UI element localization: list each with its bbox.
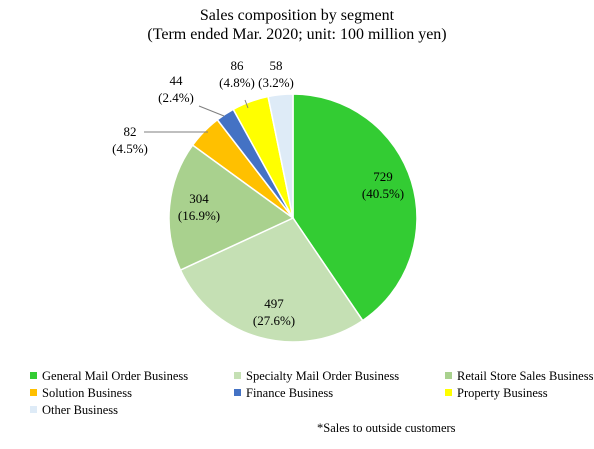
legend-swatch (30, 372, 37, 379)
legend-label: Other Business (42, 403, 119, 417)
legend-swatch (445, 389, 452, 396)
legend-label: Specialty Mail Order Business (246, 369, 400, 383)
legend-label: Finance Business (246, 386, 334, 400)
legend-item: Solution Business (30, 386, 132, 401)
legend-item: Specialty Mail Order Business (234, 369, 399, 384)
data-label-percent: (4.8%) (219, 75, 255, 90)
data-label: 729 (40.5%) (362, 169, 404, 201)
data-label: 304 (16.9%) (178, 191, 220, 223)
data-label-percent: (3.2%) (258, 75, 294, 90)
legend-swatch (30, 389, 37, 396)
data-label: 86 (4.8%) (219, 58, 255, 90)
data-label: 58 (3.2%) (258, 58, 294, 90)
chart-title-block: Sales composition by segment (Term ended… (0, 6, 594, 44)
leader-line (244, 99, 249, 109)
data-label-percent: (27.6%) (253, 313, 295, 328)
pie-chart: 729 (40.5%) 497 (27.6%) 304 (16.9%) 82 (4.5%) 44… (112, 58, 418, 343)
data-label-percent: (40.5%) (362, 186, 404, 201)
pie-slice-general-mail-order-business (292, 93, 418, 322)
data-label: 82 (4.5%) (112, 124, 148, 156)
legend-swatch (234, 389, 241, 396)
data-label-percent: (2.4%) (158, 90, 194, 105)
data-label: 497 (27.6%) (253, 296, 295, 328)
leader-line (198, 105, 225, 117)
legend-item: Retail Store Sales Business (445, 369, 593, 384)
pie-slice-retail-store-sales-business (168, 144, 295, 272)
data-label-value: 82 (124, 124, 137, 139)
chart-footnote: *Sales to outside customers (317, 421, 456, 435)
data-label-value: 497 (264, 296, 284, 311)
legend-swatch (30, 406, 37, 413)
legend-item: Property Business (445, 386, 548, 401)
pie-slice-other-business (267, 93, 294, 219)
chart-title: Sales composition by segment (199, 7, 395, 24)
data-label: 44 (2.4%) (158, 73, 194, 105)
chart-subtitle: (Term ended Mar. 2020; unit: 100 million… (147, 26, 447, 43)
data-label-value: 58 (270, 58, 283, 73)
data-label-value: 86 (231, 58, 245, 73)
legend-item: General Mail Order Business (30, 369, 188, 384)
data-label-value: 729 (373, 169, 393, 184)
legend-label: Retail Store Sales Business (457, 369, 594, 383)
legend-label: General Mail Order Business (42, 369, 189, 383)
legend-swatch (445, 372, 452, 379)
legend-item: Other Business (30, 403, 118, 418)
data-label-value: 304 (189, 191, 209, 206)
legend-swatch (234, 372, 241, 379)
legend-item: Finance Business (234, 386, 333, 401)
data-label-percent: (16.9%) (178, 208, 220, 223)
legend-label: Solution Business (42, 386, 132, 400)
data-label-percent: (4.5%) (112, 141, 148, 156)
data-label-value: 44 (170, 73, 184, 88)
legend-label: Property Business (457, 386, 548, 400)
